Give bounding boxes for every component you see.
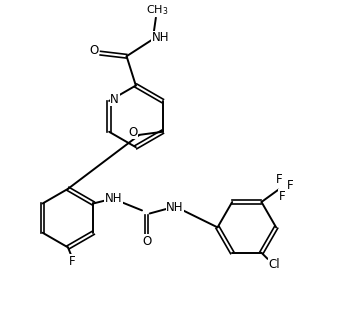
Text: O: O [129, 126, 138, 139]
Text: N: N [110, 93, 119, 106]
Text: NH: NH [166, 201, 184, 214]
Text: CH$_3$: CH$_3$ [146, 3, 169, 17]
Text: NH: NH [152, 31, 169, 44]
Text: F: F [287, 179, 294, 193]
Text: Cl: Cl [268, 258, 280, 271]
Text: O: O [89, 44, 98, 57]
Text: F: F [276, 173, 282, 186]
Text: F: F [279, 190, 285, 203]
Text: F: F [68, 255, 75, 268]
Text: NH: NH [105, 192, 122, 205]
Text: O: O [142, 235, 151, 248]
